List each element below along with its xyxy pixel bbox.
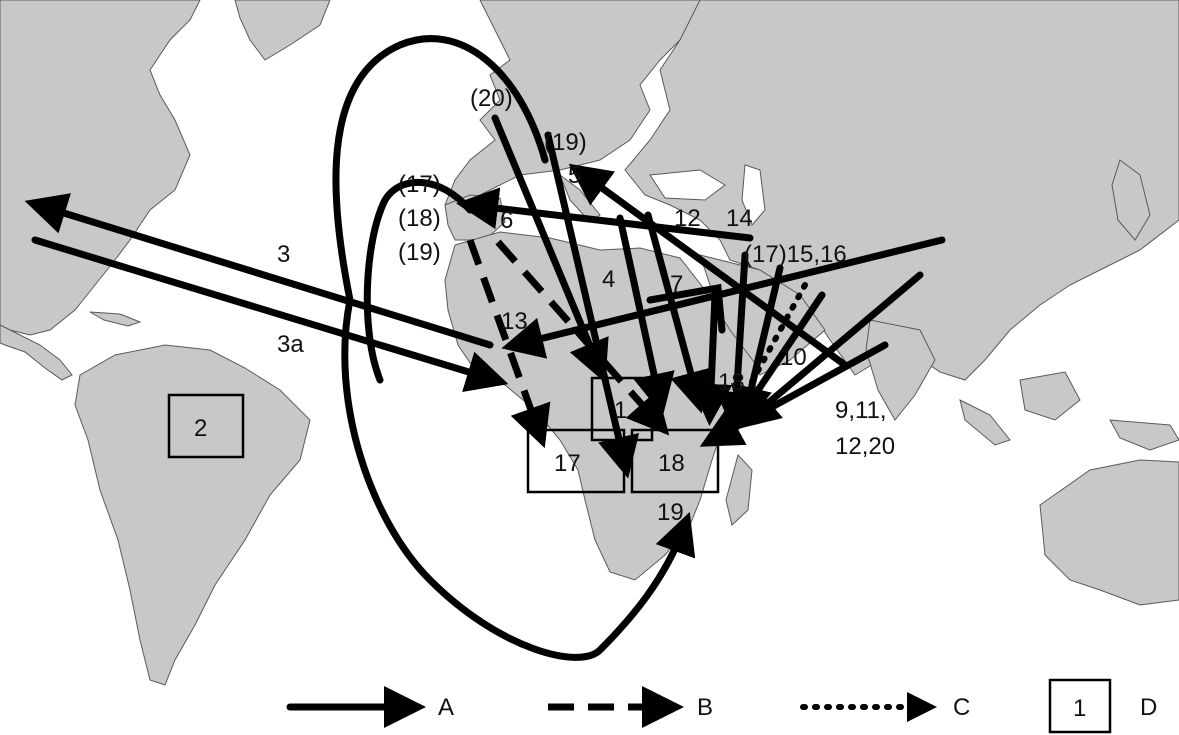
madagascar-island	[725, 453, 753, 526]
region-boxes: 1 2 17 18	[167, 376, 720, 494]
greenland-landmass	[234, 0, 331, 61]
route-13-arrow	[501, 236, 946, 359]
route-loop-arrow	[332, 35, 696, 661]
route-inner-loop	[363, 178, 474, 384]
legend-a-label: A	[438, 694, 454, 721]
asia-landmass	[624, 0, 1179, 381]
legend-c-label: C	[953, 694, 970, 721]
label-4: 4	[602, 266, 615, 293]
region-box-2	[167, 393, 245, 459]
japan-island	[1111, 159, 1151, 241]
cuba-island	[89, 311, 142, 327]
sumatra-island	[959, 399, 1011, 446]
label-3: 3	[277, 241, 290, 268]
legend: A B C 1 D	[286, 678, 1157, 734]
black-sea	[649, 169, 726, 201]
legend-d-box	[1048, 678, 1112, 734]
label-19-west: (19)	[398, 239, 441, 266]
region-box-18-label: 18	[658, 450, 685, 477]
caspian-sea	[741, 164, 766, 226]
region-box-1	[590, 376, 654, 442]
label-14: 14	[726, 205, 753, 232]
route-6-arrow	[456, 187, 754, 242]
label-18-west: (18)	[398, 205, 441, 232]
label-3a: 3a	[277, 331, 304, 358]
north-america-landmass	[0, 0, 201, 336]
label-12-20: 12,20	[835, 433, 895, 460]
region-box-18	[630, 428, 720, 494]
label-17-east: (17)15,16	[744, 241, 847, 268]
route-12-arrow	[616, 214, 675, 416]
route-5-arrow	[568, 163, 849, 369]
route-9-arrow	[737, 271, 924, 430]
label-10: 10	[780, 344, 807, 371]
route-11-arrow	[699, 341, 889, 447]
route-labels: (20) (19) 5 (17) (18) (19) 6 12 14 (17)1…	[277, 85, 895, 526]
label-7: 7	[670, 271, 683, 298]
route-7b-arrow	[690, 291, 733, 426]
south-america-landmass	[74, 344, 311, 686]
label-19-south: 19	[657, 499, 684, 526]
route-19-arrow	[544, 131, 640, 479]
label-9-11: 9,11,	[835, 397, 887, 424]
label-17-west: (17)	[398, 171, 441, 198]
label-6: 6	[500, 207, 513, 234]
new-guinea-island	[1109, 419, 1179, 451]
route-7-arrow	[646, 283, 726, 334]
label-20: (20)	[470, 85, 513, 112]
label-5: 5	[568, 162, 581, 189]
region-box-1-label: 1	[614, 397, 627, 424]
australia-landmass	[1039, 459, 1179, 606]
legend-b-label: B	[697, 694, 713, 721]
label-18-east: 18	[718, 369, 745, 396]
route-3a-arrow	[31, 236, 509, 392]
route-3-arrow	[24, 193, 494, 349]
label-19-north: (19)	[544, 129, 587, 156]
label-12: 12	[674, 205, 701, 232]
region-box-2-label: 2	[194, 415, 207, 442]
legend-d-label: D	[1140, 694, 1157, 721]
region-box-17-label: 17	[554, 450, 581, 477]
route-6-dashed	[495, 239, 670, 436]
borneo-island	[1019, 371, 1081, 421]
legend-d-box-label: 1	[1073, 695, 1086, 722]
routes	[24, 35, 946, 661]
central-america-landmass	[0, 324, 73, 381]
label-13: 13	[501, 308, 528, 335]
route-c-dotted	[726, 282, 808, 429]
region-box-17	[526, 428, 626, 494]
